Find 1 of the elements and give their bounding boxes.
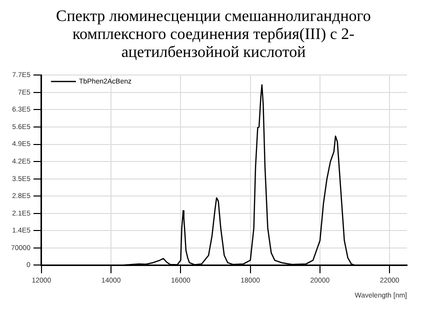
chart-title: Спектр люминесценции смешаннолигандного комплексного соединения тербия(III) с 2-ацетилбензойной кислотой <box>55 8 372 63</box>
